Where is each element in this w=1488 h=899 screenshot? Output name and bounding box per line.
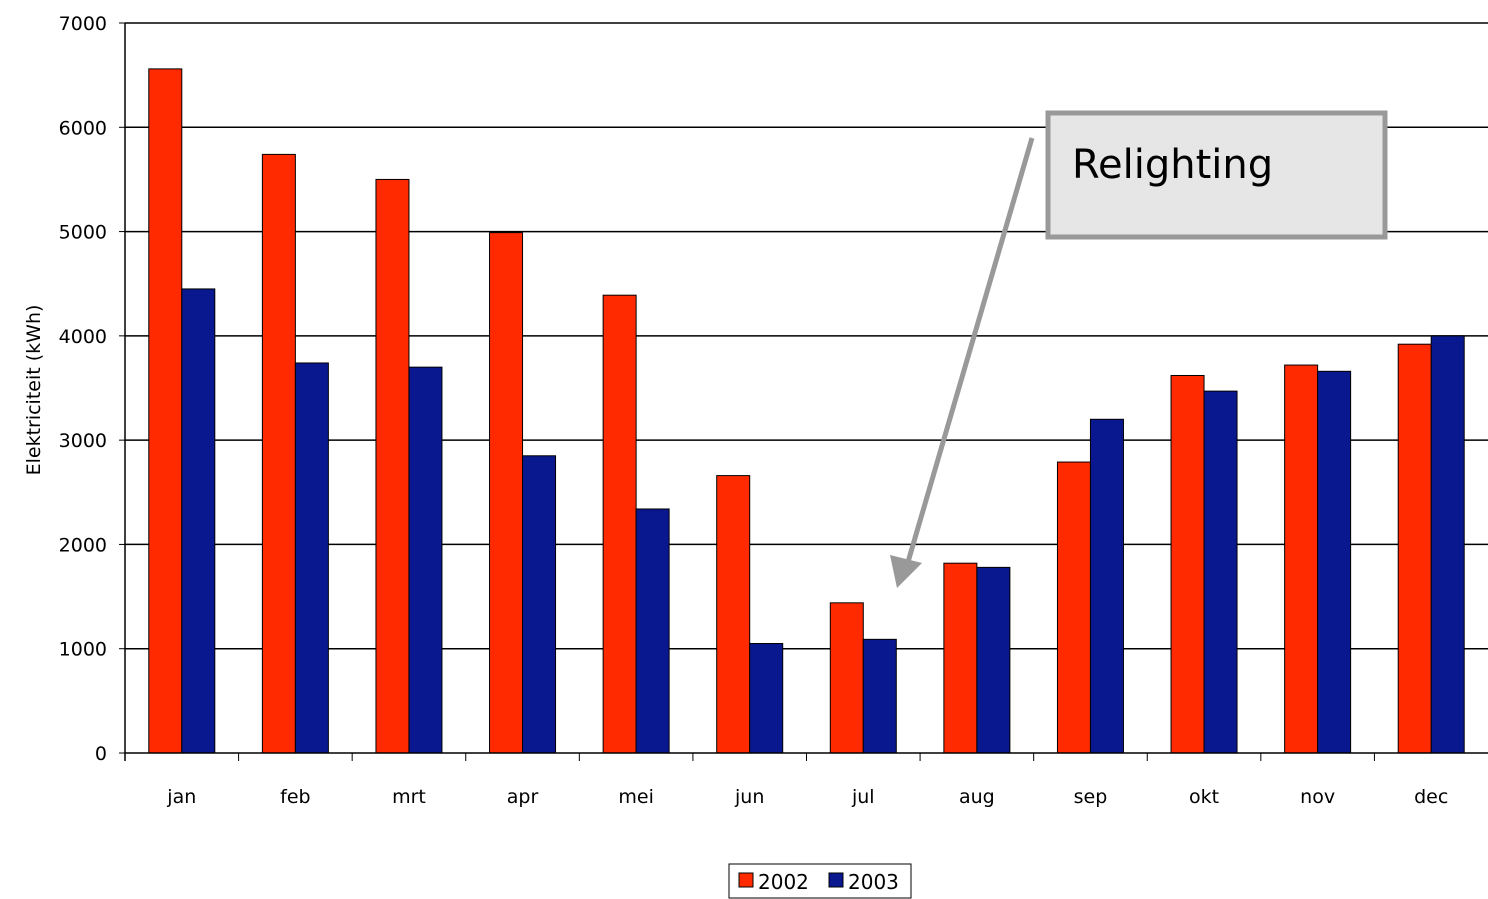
y-tick-labels: 0 1000 2000 3000 4000 5000 6000 7000 bbox=[59, 13, 107, 765]
bar-2002-apr bbox=[489, 232, 524, 754]
bar-2003-jun bbox=[749, 643, 784, 754]
x-tick-label: mrt bbox=[392, 786, 426, 808]
bar-2003-apr bbox=[522, 455, 557, 754]
bar-2002-jul bbox=[829, 602, 864, 754]
x-tick-label: dec bbox=[1414, 786, 1448, 808]
y-tick-label: 6000 bbox=[59, 117, 107, 139]
bar-2002-mei bbox=[602, 294, 637, 754]
gridlines bbox=[125, 22, 1488, 650]
bar-2002-jan bbox=[148, 68, 183, 754]
y-tick-label: 4000 bbox=[59, 326, 107, 348]
annotation: Relighting bbox=[890, 110, 1388, 588]
bar-2003-jul bbox=[862, 638, 897, 754]
bar-2003-mrt bbox=[408, 366, 443, 754]
legend-swatch-2002 bbox=[738, 872, 754, 888]
y-tick-label: 1000 bbox=[59, 639, 107, 661]
x-tick-label: nov bbox=[1300, 786, 1335, 808]
x-tick-label: okt bbox=[1189, 786, 1219, 808]
bar-2003-dec bbox=[1430, 335, 1465, 754]
y-tick-label: 5000 bbox=[59, 222, 107, 244]
bar-2002-jun bbox=[716, 475, 751, 754]
bar-2002-nov bbox=[1284, 364, 1319, 754]
annotation-text: Relighting bbox=[1072, 142, 1273, 188]
y-tick-label: 7000 bbox=[59, 13, 107, 35]
bar-2002-feb bbox=[261, 153, 296, 754]
annotation-arrowhead bbox=[890, 555, 922, 588]
legend: 2002 2003 bbox=[728, 863, 912, 899]
legend-swatch-2003 bbox=[828, 872, 844, 888]
bar-2002-sep bbox=[1056, 461, 1091, 754]
x-tick-label: aug bbox=[959, 786, 995, 808]
annotation-arrow-line bbox=[905, 137, 1035, 563]
axes bbox=[119, 22, 1488, 761]
bar-2003-okt bbox=[1203, 390, 1238, 754]
x-tick-label: jun bbox=[734, 786, 764, 808]
x-tick-label: jul bbox=[851, 786, 875, 808]
x-tick-labels: jan feb mrt apr mei jun jul aug sep okt nov dec bbox=[166, 786, 1448, 808]
y-tick-label: 3000 bbox=[59, 430, 107, 452]
bar-2002-dec bbox=[1397, 343, 1432, 754]
bar-2003-nov bbox=[1317, 370, 1352, 754]
x-tick-label: jan bbox=[166, 786, 196, 808]
y-tick-label: 0 bbox=[95, 743, 107, 765]
legend-label-2003: 2003 bbox=[848, 870, 899, 894]
bar-2002-mrt bbox=[375, 178, 410, 754]
annotation-box bbox=[1045, 110, 1388, 240]
x-tick-label: feb bbox=[280, 786, 310, 808]
bar-2002-aug bbox=[943, 562, 978, 754]
bar-2003-feb bbox=[294, 362, 329, 754]
y-tick-label: 2000 bbox=[59, 534, 107, 556]
bar-2002-okt bbox=[1170, 374, 1205, 754]
bar-2003-aug bbox=[976, 566, 1011, 754]
x-tick-label: mei bbox=[618, 786, 653, 808]
x-tick-label: apr bbox=[507, 786, 539, 808]
x-tick-label: sep bbox=[1074, 786, 1108, 808]
legend-label-2002: 2002 bbox=[758, 870, 809, 894]
y-axis-label: Elektriciteit (kWh) bbox=[23, 305, 45, 476]
bars bbox=[148, 68, 1465, 754]
bar-2003-mei bbox=[635, 508, 670, 754]
bar-2003-sep bbox=[1089, 418, 1124, 754]
bar-2003-jan bbox=[181, 288, 216, 754]
legend-box bbox=[728, 863, 912, 899]
